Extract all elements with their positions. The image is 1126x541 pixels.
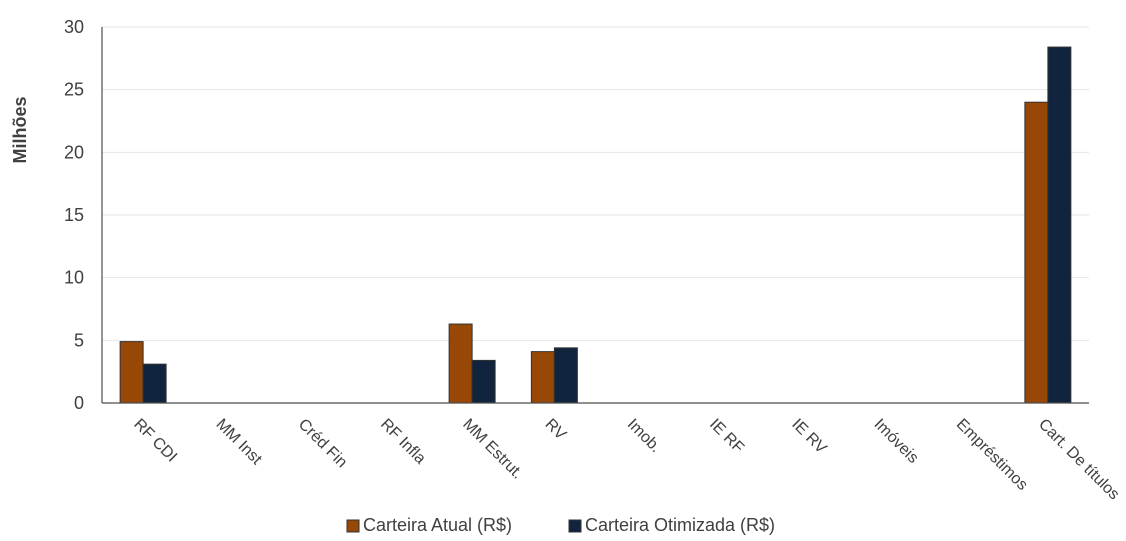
y-tick-label: 5 xyxy=(74,330,84,350)
x-tick-label: IE RV xyxy=(788,416,830,458)
bar-atual xyxy=(1024,101,1049,404)
bar-atual xyxy=(119,341,144,404)
x-tick-label: Empréstimos xyxy=(953,416,1031,494)
x-tick-label: RF CDI xyxy=(130,416,180,466)
y-tick-label: 20 xyxy=(64,142,84,162)
bar-otimizada xyxy=(142,363,167,404)
legend: Carteira Atual (R$) Carteira Otimizada (R… xyxy=(346,515,775,535)
bar-otimizada xyxy=(471,359,496,404)
legend-swatch xyxy=(346,519,360,533)
legend-swatch xyxy=(568,519,582,533)
x-tick-label: Imob. xyxy=(624,416,664,456)
x-tick-label: RF Infla xyxy=(377,416,429,468)
gridlines xyxy=(102,26,1089,341)
x-tick-label: Créd Fin xyxy=(295,416,350,471)
bars xyxy=(119,46,1072,404)
legend-label: Carteira Atual (R$) xyxy=(363,515,512,535)
legend-label: Carteira Otimizada (R$) xyxy=(585,515,775,535)
y-tick-label: 15 xyxy=(64,205,84,225)
x-tick-label: MM Inst xyxy=(213,416,266,469)
axes xyxy=(101,27,1089,404)
y-axis-label: Milhões xyxy=(10,96,30,163)
bar-atual xyxy=(448,323,473,404)
y-tick-label: 30 xyxy=(64,17,84,37)
bar-otimizada xyxy=(553,347,578,404)
y-tick-label: 10 xyxy=(64,268,84,288)
x-tick-labels: RF CDI MM Inst Créd Fin RF Infla MM Estrut. R… xyxy=(130,416,1122,503)
x-tick-label: IE RF xyxy=(706,416,747,457)
x-tick-label: Cart. De títulos xyxy=(1035,416,1122,503)
x-tick-label: Imóveis xyxy=(871,416,922,467)
y-tick-label: 25 xyxy=(64,80,84,100)
x-tick-label: MM Estrut. xyxy=(459,416,526,483)
bar-atual xyxy=(530,351,555,404)
bar-otimizada xyxy=(1047,46,1072,404)
y-tick-labels: 0 5 10 15 20 25 30 xyxy=(64,17,84,413)
y-tick-label: 0 xyxy=(74,393,84,413)
x-tick-label: RV xyxy=(542,416,570,444)
